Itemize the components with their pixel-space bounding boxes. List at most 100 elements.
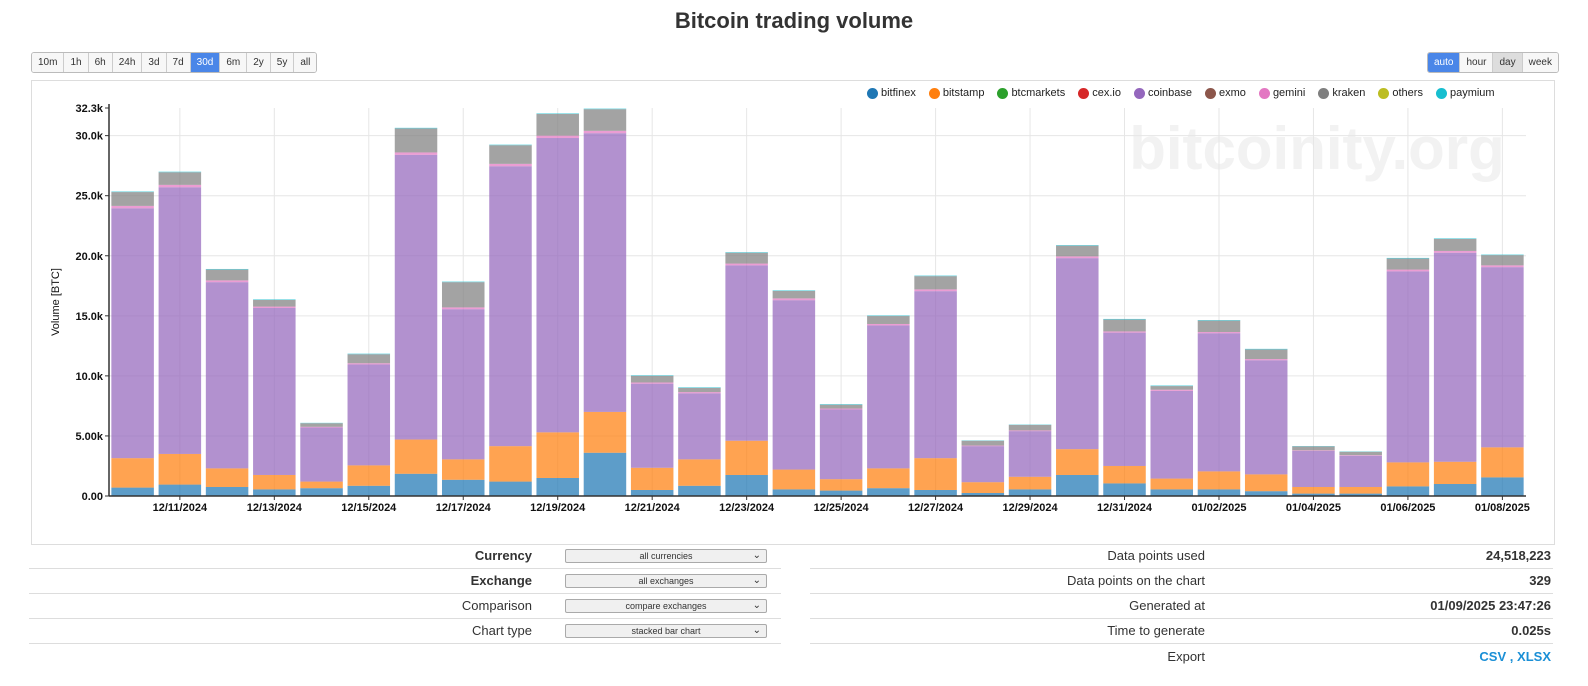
range-6h-button[interactable]: 6h	[88, 53, 113, 72]
bar-bitstamp-28	[1433, 461, 1477, 484]
bar-kraken-27	[1386, 258, 1430, 270]
bar-kraken-14	[772, 290, 816, 299]
resolution-hour-button[interactable]: hour	[1460, 53, 1494, 72]
bar-kraken-4	[300, 423, 343, 427]
stat-value: 329	[1529, 573, 1551, 588]
bar-bitfinex-22	[1150, 489, 1194, 496]
bar-coinbase-28	[1433, 252, 1477, 462]
x-tick-label: 01/04/2025	[1286, 502, 1341, 514]
legend-label: bitstamp	[942, 87, 985, 99]
legend-item-others[interactable]: others	[1378, 87, 1423, 99]
x-tick-label: 12/21/2024	[625, 502, 681, 514]
bar-bitfinex-14	[772, 489, 816, 496]
bar-coinbase-16	[867, 325, 910, 469]
chart-area: bitcoinity.org 0.00 5.00k 10.0k 15.0k 20.0k 25…	[31, 80, 1555, 545]
bar-gemini-26	[1339, 455, 1382, 456]
bar-gemini-27	[1386, 269, 1430, 272]
bar-gemini-9	[536, 135, 579, 139]
x-tick-label: 12/19/2024	[530, 502, 586, 514]
bar-bitstamp-6	[394, 439, 438, 474]
bar-kraken-24	[1244, 349, 1288, 360]
stat-label: Data points used	[1107, 548, 1205, 563]
legend-item-gemini[interactable]: gemini	[1258, 87, 1305, 99]
legend-item-cex-io[interactable]: cex.io	[1078, 87, 1121, 99]
x-tick-label: 12/15/2024	[341, 502, 397, 514]
bar-kraken-9	[536, 114, 579, 136]
export-csv-link[interactable]: CSV	[1479, 649, 1507, 664]
x-tick-label: 12/23/2024	[719, 502, 775, 514]
bar-bitstamp-26	[1339, 486, 1382, 494]
chevron-down-icon: ⌄	[752, 625, 761, 636]
bar-kraken-22	[1150, 386, 1194, 390]
stat-value: 01/09/2025 23:47:26	[1430, 598, 1551, 613]
stat-label: Data points on the chart	[1066, 573, 1205, 588]
y-tick-label: 20.0k	[75, 251, 103, 263]
bar-kraken-20	[1056, 245, 1099, 257]
stat-value: 24,518,223	[1485, 548, 1551, 563]
range-10m-button[interactable]: 10m	[32, 53, 65, 72]
control-select[interactable]: stacked bar chart ⌄	[565, 624, 767, 638]
export-xlsx-link[interactable]: XLSX	[1517, 649, 1551, 664]
legend-item-kraken[interactable]: kraken	[1318, 87, 1365, 99]
range-24h-button[interactable]: 24h	[112, 53, 143, 72]
legend-item-exmo[interactable]: exmo	[1205, 87, 1246, 99]
legend-label: exmo	[1219, 87, 1246, 99]
range-5y-button[interactable]: 5y	[270, 53, 295, 72]
legend-label: paymium	[1449, 87, 1495, 99]
range-3d-button[interactable]: 3d	[142, 53, 167, 72]
resolution-day-button[interactable]: day	[1493, 53, 1523, 72]
bar-bitstamp-27	[1386, 462, 1430, 487]
bar-gemini-29	[1481, 265, 1524, 268]
control-select[interactable]: all currencies ⌄	[565, 549, 767, 563]
bar-coinbase-20	[1056, 258, 1099, 450]
stat-row: Generated at 01/09/2025 23:47:26	[810, 594, 1553, 619]
bar-paymium-11	[630, 375, 674, 376]
bar-bitstamp-14	[772, 469, 816, 490]
bar-kraken-2	[205, 269, 249, 281]
legend-item-bitstamp[interactable]: bitstamp	[928, 87, 985, 99]
bar-bitstamp-1	[158, 453, 202, 485]
legend-item-coinbase[interactable]: coinbase	[1133, 87, 1192, 99]
bar-bitfinex-1	[158, 484, 202, 496]
select-value: stacked bar chart	[631, 626, 701, 636]
resolution-auto-button[interactable]: auto	[1428, 53, 1461, 72]
bar-bitfinex-6	[394, 473, 438, 496]
x-tick-label: 12/27/2024	[908, 502, 964, 514]
bar-gemini-18	[961, 445, 1005, 447]
legend-label: bitfinex	[881, 87, 916, 99]
bar-paymium-27	[1386, 257, 1430, 259]
legend-dot-icon	[1435, 87, 1447, 99]
bar-bitstamp-29	[1481, 447, 1524, 478]
legend-item-bitfinex[interactable]: bitfinex	[867, 87, 916, 99]
bar-coinbase-8	[489, 166, 532, 447]
range-30d-button[interactable]: 30d	[190, 53, 221, 72]
range-1h-button[interactable]: 1h	[64, 53, 89, 72]
chevron-down-icon: ⌄	[752, 550, 761, 561]
bar-gemini-6	[394, 152, 438, 155]
bar-bitstamp-19	[1008, 476, 1052, 490]
bar-kraken-1	[158, 172, 202, 185]
range-all-button[interactable]: all	[294, 53, 317, 72]
bar-kraken-21	[1103, 319, 1146, 332]
control-select[interactable]: all exchanges ⌄	[565, 574, 767, 588]
control-select[interactable]: compare exchanges ⌄	[565, 599, 767, 613]
bar-coinbase-22	[1150, 390, 1194, 479]
bar-bitfinex-0	[111, 487, 154, 496]
range-6m-button[interactable]: 6m	[220, 53, 248, 72]
legend-item-btcmarkets[interactable]: btcmarkets	[997, 87, 1065, 99]
bar-coinbase-1	[158, 187, 202, 454]
bar-bitfinex-8	[489, 481, 532, 496]
bar-gemini-15	[819, 408, 863, 410]
bar-kraken-13	[725, 252, 768, 264]
range-2y-button[interactable]: 2y	[247, 53, 271, 72]
bar-bitstamp-21	[1103, 465, 1146, 484]
resolution-week-button[interactable]: week	[1522, 53, 1558, 72]
y-tick-label: 15.0k	[75, 311, 103, 323]
bar-paymium-2	[205, 268, 249, 270]
bar-bitfinex-23	[1197, 489, 1241, 496]
bar-gemini-7	[441, 307, 485, 310]
bar-gemini-1	[158, 184, 202, 188]
legend-item-paymium[interactable]: paymium	[1435, 87, 1495, 99]
bar-bitfinex-28	[1433, 483, 1477, 496]
range-7d-button[interactable]: 7d	[166, 53, 191, 72]
